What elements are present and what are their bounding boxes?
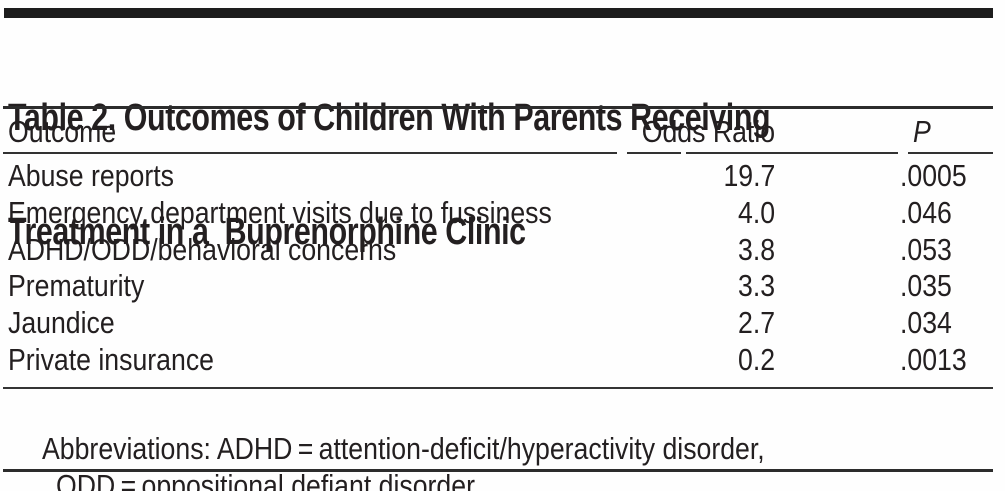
p-value-cell: .034 (900, 305, 952, 341)
table-row: Abuse reports 19.7 .0005 (0, 158, 1005, 195)
rule-under-title (3, 106, 993, 109)
header-rule-segment-4 (908, 152, 993, 154)
odds-ratio-cell: 3.3 (737, 268, 775, 304)
column-header-odds-ratio: Odds Ratio (641, 114, 775, 149)
p-value-cell: .0013 (900, 341, 967, 377)
outcome-cell: Emergency department visits due to fussi… (8, 194, 552, 230)
table-header-row: Outcome Odds Ratio P (0, 112, 1005, 152)
outcome-cell: Private insurance (8, 341, 214, 377)
column-header-p: P (913, 114, 931, 149)
odds-ratio-cell: 2.7 (737, 305, 775, 341)
outcome-cell: Abuse reports (8, 158, 174, 193)
rule-above-footnote (3, 387, 993, 389)
header-rule-segment-2 (627, 152, 681, 154)
p-value-cell: .0005 (900, 158, 967, 193)
table-title-line1: Table 2. Outcomes of Children With Paren… (8, 97, 771, 139)
odds-ratio-cell: 3.8 (737, 231, 775, 267)
odds-ratio-cell: 4.0 (737, 194, 775, 230)
p-value-cell: .046 (900, 194, 952, 230)
table-body: Abuse reports 19.7 .0005 Emergency depar… (0, 158, 1005, 379)
table-row: Jaundice 2.7 .034 (0, 305, 1005, 342)
table-top-bar (4, 8, 993, 18)
column-header-outcome: Outcome (8, 114, 117, 149)
outcome-cell: Jaundice (8, 305, 115, 341)
table-row: Private insurance 0.2 .0013 (0, 342, 1005, 379)
table-title-line2: Treatment in a Buprenorphine Clinic (8, 211, 526, 253)
p-value-cell: .035 (900, 268, 952, 304)
odds-ratio-cell: 0.2 (737, 341, 775, 377)
p-value-cell: .053 (900, 231, 952, 267)
footnote-line2: ODD = oppositional defiant disorder. (56, 468, 482, 491)
header-rule-segment-1 (3, 152, 617, 154)
table-title: Table 2. Outcomes of Children With Paren… (8, 23, 961, 327)
table-row: ADHD/ODD/behavioral concerns 3.8 .053 (0, 232, 1005, 269)
odds-ratio-cell: 19.7 (723, 158, 775, 193)
outcome-cell: Prematurity (8, 268, 145, 304)
table-row: Emergency department visits due to fussi… (0, 195, 1005, 232)
table-row: Prematurity 3.3 .035 (0, 268, 1005, 305)
outcome-cell: ADHD/ODD/behavioral concerns (8, 231, 397, 267)
rule-bottom (3, 469, 993, 472)
header-rule-segment-3 (686, 152, 898, 154)
footnote-line1: Abbreviations: ADHD = attention-deficit/… (42, 431, 766, 466)
